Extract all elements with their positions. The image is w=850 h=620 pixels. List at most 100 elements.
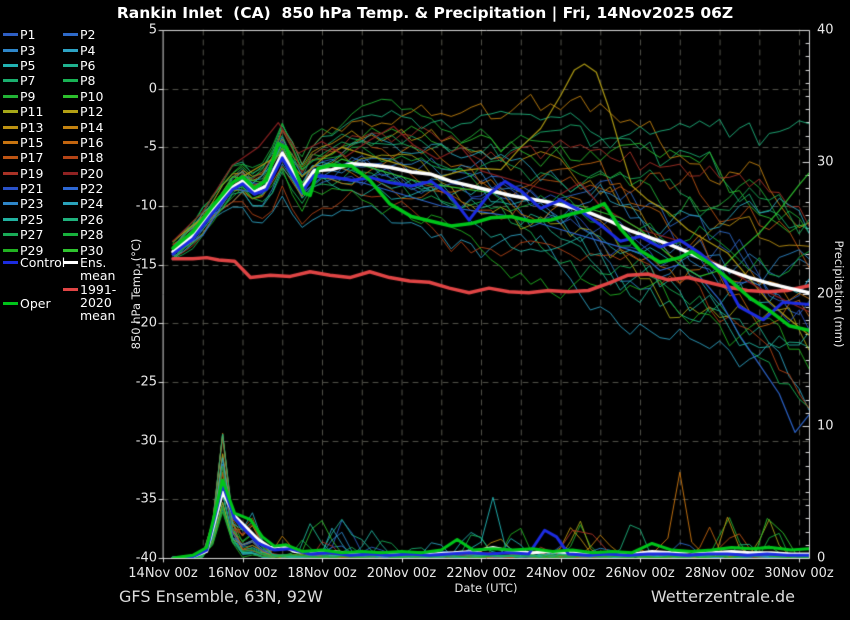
control-line-swatch-icon	[3, 261, 18, 264]
member-line-swatch-icon	[3, 156, 18, 160]
temp-tick-label: -40	[135, 550, 157, 566]
temp-tick-label: -25	[135, 374, 157, 390]
member-line-swatch-icon	[63, 217, 78, 221]
legend-climate-label: 1991-2020 mean	[80, 282, 117, 323]
date-tick-label: 22Nov 00z	[446, 566, 516, 581]
legend-member-label: P6	[80, 57, 96, 73]
legend-item-p19: P19	[3, 166, 63, 181]
member-line-swatch-icon	[63, 156, 78, 160]
member-line-swatch-icon	[63, 248, 78, 252]
temp-tick-label: -10	[135, 198, 157, 214]
legend-item-p15: P15	[3, 135, 63, 150]
legend-item-p6: P6	[63, 58, 123, 73]
legend-item-p1: P1	[3, 27, 63, 42]
temp-tick-label: -5	[144, 139, 157, 155]
temp-tick-label: -35	[135, 491, 157, 507]
temp-tick-label: -20	[135, 315, 157, 331]
legend-member-label: P23	[20, 196, 44, 212]
legend-item-p24: P24	[63, 196, 123, 211]
date-tick-label: 18Nov 00z	[287, 566, 357, 581]
legend-item-climate-mean: 1991-2020 mean	[63, 283, 125, 322]
legend-item-p5: P5	[3, 58, 63, 73]
legend-member-label: P2	[80, 27, 96, 43]
date-tick-label: 28Nov 00z	[684, 566, 755, 581]
precip-tick-label: 10	[817, 418, 834, 434]
legend-item-p10: P10	[63, 89, 123, 104]
legend-item-p13: P13	[3, 119, 63, 134]
legend-item-p18: P18	[63, 150, 123, 165]
legend-item-p26: P26	[63, 212, 123, 227]
member-line-swatch-icon	[63, 94, 78, 98]
member-line-swatch-icon	[63, 79, 78, 83]
legend-member-label: P27	[20, 227, 44, 243]
member-line-swatch-icon	[63, 48, 78, 52]
precip-tick-label: 20	[817, 286, 834, 302]
member-line-swatch-icon	[63, 110, 78, 114]
legend-item-oper: Oper	[3, 297, 51, 310]
legend-member-label: P24	[80, 196, 104, 212]
precip-tick-label: 0	[817, 550, 826, 566]
member-line-swatch-icon	[3, 110, 18, 114]
footer-branding: Wetterzentrale.de	[650, 587, 795, 606]
temp-tick-label: 0	[148, 81, 157, 97]
legend-member-label: P16	[80, 134, 104, 150]
legend-ens-mean-label: Ens. mean	[80, 255, 116, 283]
member-line-swatch-icon	[3, 187, 18, 191]
legend-item-p17: P17	[3, 150, 63, 165]
legend-member-label: P18	[80, 150, 104, 166]
legend-item-p9: P9	[3, 89, 63, 104]
legend-member-label: P9	[20, 88, 36, 104]
legend-member-label: P11	[20, 104, 44, 120]
date-tick-label: 26Nov 00z	[605, 566, 675, 581]
member-line-swatch-icon	[3, 63, 18, 67]
member-line-swatch-icon	[3, 125, 18, 129]
ens-mean-line-swatch-icon	[63, 261, 78, 264]
legend-member-label: P17	[20, 150, 44, 166]
member-line-swatch-icon	[3, 33, 18, 37]
legend-member-label: P10	[80, 88, 104, 104]
legend-member-label: P28	[80, 227, 104, 243]
legend-member-label: P5	[20, 57, 36, 73]
member-line-swatch-icon	[3, 202, 18, 206]
member-line-swatch-icon	[63, 33, 78, 37]
member-line-swatch-icon	[3, 94, 18, 98]
legend-item-p29: P29	[3, 242, 63, 257]
legend-item-p25: P25	[3, 212, 63, 227]
member-line-swatch-icon	[3, 171, 18, 175]
precip-axis-title: Precipitation (mm)	[832, 240, 846, 348]
date-tick-label: 20Nov 00z	[366, 566, 437, 581]
member-line-swatch-icon	[3, 79, 18, 83]
member-line-swatch-icon	[3, 248, 18, 252]
temp-tick-label: -15	[135, 257, 157, 273]
legend-item-p2: P2	[63, 27, 123, 42]
legend-item-p3: P3	[3, 42, 63, 57]
climate-mean-line-swatch-icon	[63, 288, 78, 291]
legend-item-p7: P7	[3, 73, 63, 88]
legend-item-p20: P20	[63, 166, 123, 181]
legend-member-label: P15	[20, 134, 44, 150]
date-tick-label: 24Nov 00z	[525, 566, 596, 581]
legend-member-label: P3	[20, 42, 36, 58]
member-line-swatch-icon	[63, 125, 78, 129]
member-line-swatch-icon	[3, 140, 18, 144]
legend-item-p12: P12	[63, 104, 123, 119]
member-line-swatch-icon	[63, 171, 78, 175]
member-line-swatch-icon	[63, 233, 78, 237]
legend-member-label: P13	[20, 119, 44, 135]
legend-member-label: P19	[20, 165, 44, 181]
legend-member-label: P20	[80, 165, 104, 181]
footer-model-info: GFS Ensemble, 63N, 92W	[119, 587, 323, 606]
member-line-swatch-icon	[3, 48, 18, 52]
legend-oper-label: Oper	[20, 296, 51, 311]
legend-member-label: P22	[80, 181, 104, 197]
legend-member-label: P29	[20, 242, 44, 258]
legend-item-p4: P4	[63, 42, 123, 57]
legend-member-label: P7	[20, 73, 36, 89]
legend-item-p22: P22	[63, 181, 123, 196]
date-tick-label: 30Nov 00z	[764, 566, 834, 581]
legend-member-label: P8	[80, 73, 96, 89]
legend-member-label: P25	[20, 211, 44, 227]
legend-item-p11: P11	[3, 104, 63, 119]
legend-members: P1 P2 P3 P4 P5 P6 P7 P8 P9 P10 P11 P12 P13 P14 P15 P16 P…	[3, 27, 123, 258]
